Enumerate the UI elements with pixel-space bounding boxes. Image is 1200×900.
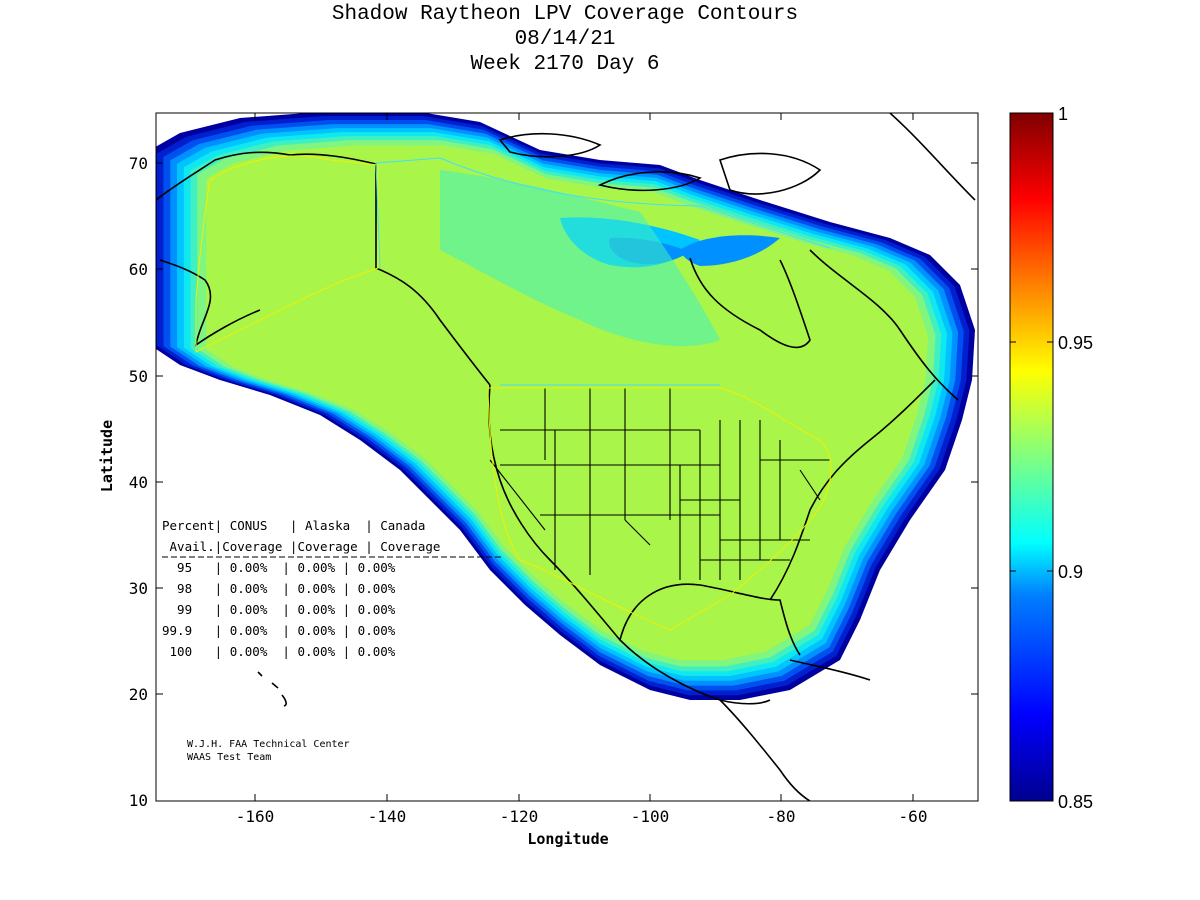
coverage-fill bbox=[206, 145, 929, 660]
coastline bbox=[689, 257, 811, 349]
table-row: 99 | 0.00% | 0.00% | 0.00% bbox=[162, 602, 396, 617]
coastline bbox=[498, 132, 602, 158]
plot-frame bbox=[155, 112, 979, 802]
x-tick-label: -60 bbox=[899, 807, 928, 826]
coastline bbox=[889, 113, 976, 201]
low-coverage-patch-hudson bbox=[680, 235, 780, 266]
state-border bbox=[624, 519, 651, 546]
y-tick-label: 20 bbox=[129, 685, 148, 704]
coastline bbox=[597, 171, 702, 192]
table-row: 98 | 0.00% | 0.00% | 0.00% bbox=[162, 581, 396, 596]
y-tick-label: 10 bbox=[129, 791, 148, 810]
y-tick-label: 40 bbox=[129, 473, 148, 492]
table-row: 99.9 | 0.00% | 0.00% | 0.00% bbox=[162, 623, 396, 638]
x-tick-labels: -160 -140 -120 -100 -80 -60 bbox=[236, 807, 928, 826]
table-row: 95 | 0.00% | 0.00% | 0.00% bbox=[162, 560, 396, 575]
table-row: 100 | 0.00% | 0.00% | 0.00% bbox=[162, 644, 396, 659]
chart-title: Shadow Raytheon LPV Coverage Contours bbox=[331, 3, 799, 26]
state-border bbox=[489, 459, 546, 531]
plot-area bbox=[156, 113, 978, 801]
x-tick-label: -80 bbox=[767, 807, 796, 826]
table-header: Avail.|Coverage |Coverage | Coverage bbox=[162, 539, 440, 554]
colorbar-tick-label: 1 bbox=[1058, 104, 1068, 124]
x-tick-label: -120 bbox=[500, 807, 539, 826]
coastline bbox=[809, 249, 959, 401]
colorbar-tick-label: 0.9 bbox=[1058, 562, 1083, 582]
coverage-contour-bands bbox=[156, 113, 975, 700]
coastline bbox=[718, 152, 822, 195]
chart-date: 08/14/21 bbox=[514, 28, 616, 51]
green-blend-patch bbox=[440, 170, 720, 347]
axis-ticks bbox=[156, 113, 978, 802]
colorbar bbox=[1009, 112, 1054, 802]
x-axis-label: Longitude bbox=[527, 830, 608, 848]
coastline bbox=[257, 671, 287, 707]
coastline bbox=[619, 583, 801, 656]
coastlines bbox=[156, 113, 976, 801]
coastline bbox=[719, 699, 811, 801]
x-tick-label: -100 bbox=[631, 807, 670, 826]
y-tick-labels: 10 20 30 40 50 60 70 bbox=[129, 154, 148, 810]
y-tick-label: 30 bbox=[129, 579, 148, 598]
y-tick-label: 70 bbox=[129, 154, 148, 173]
x-tick-label: -160 bbox=[236, 807, 275, 826]
x-tick-label: -140 bbox=[368, 807, 407, 826]
colorbar-tick-label: 0.85 bbox=[1058, 792, 1093, 812]
region-boundaries bbox=[195, 155, 832, 631]
coastline bbox=[769, 379, 936, 601]
coastline bbox=[159, 259, 261, 347]
colorbar-tick-label: 0.95 bbox=[1058, 333, 1093, 353]
canada-boundary bbox=[375, 157, 831, 386]
chart-week-day: Week 2170 Day 6 bbox=[470, 53, 660, 76]
coastline bbox=[156, 151, 491, 386]
credit-line: WAAS Test Team bbox=[187, 752, 271, 763]
state-border bbox=[799, 469, 821, 501]
table-header: Percent| CONUS | Alaska | Canada bbox=[162, 518, 425, 533]
y-axis-label: Latitude bbox=[98, 420, 116, 492]
y-tick-label: 60 bbox=[129, 260, 148, 279]
y-tick-label: 50 bbox=[129, 367, 148, 386]
state-borders bbox=[489, 387, 830, 580]
colorbar-ticks bbox=[1010, 341, 1053, 572]
coverage-table: Percent| CONUS | Alaska | Canada Avail.|… bbox=[162, 518, 502, 659]
coastline bbox=[789, 659, 871, 681]
credit-line: W.J.H. FAA Technical Center bbox=[187, 739, 350, 750]
